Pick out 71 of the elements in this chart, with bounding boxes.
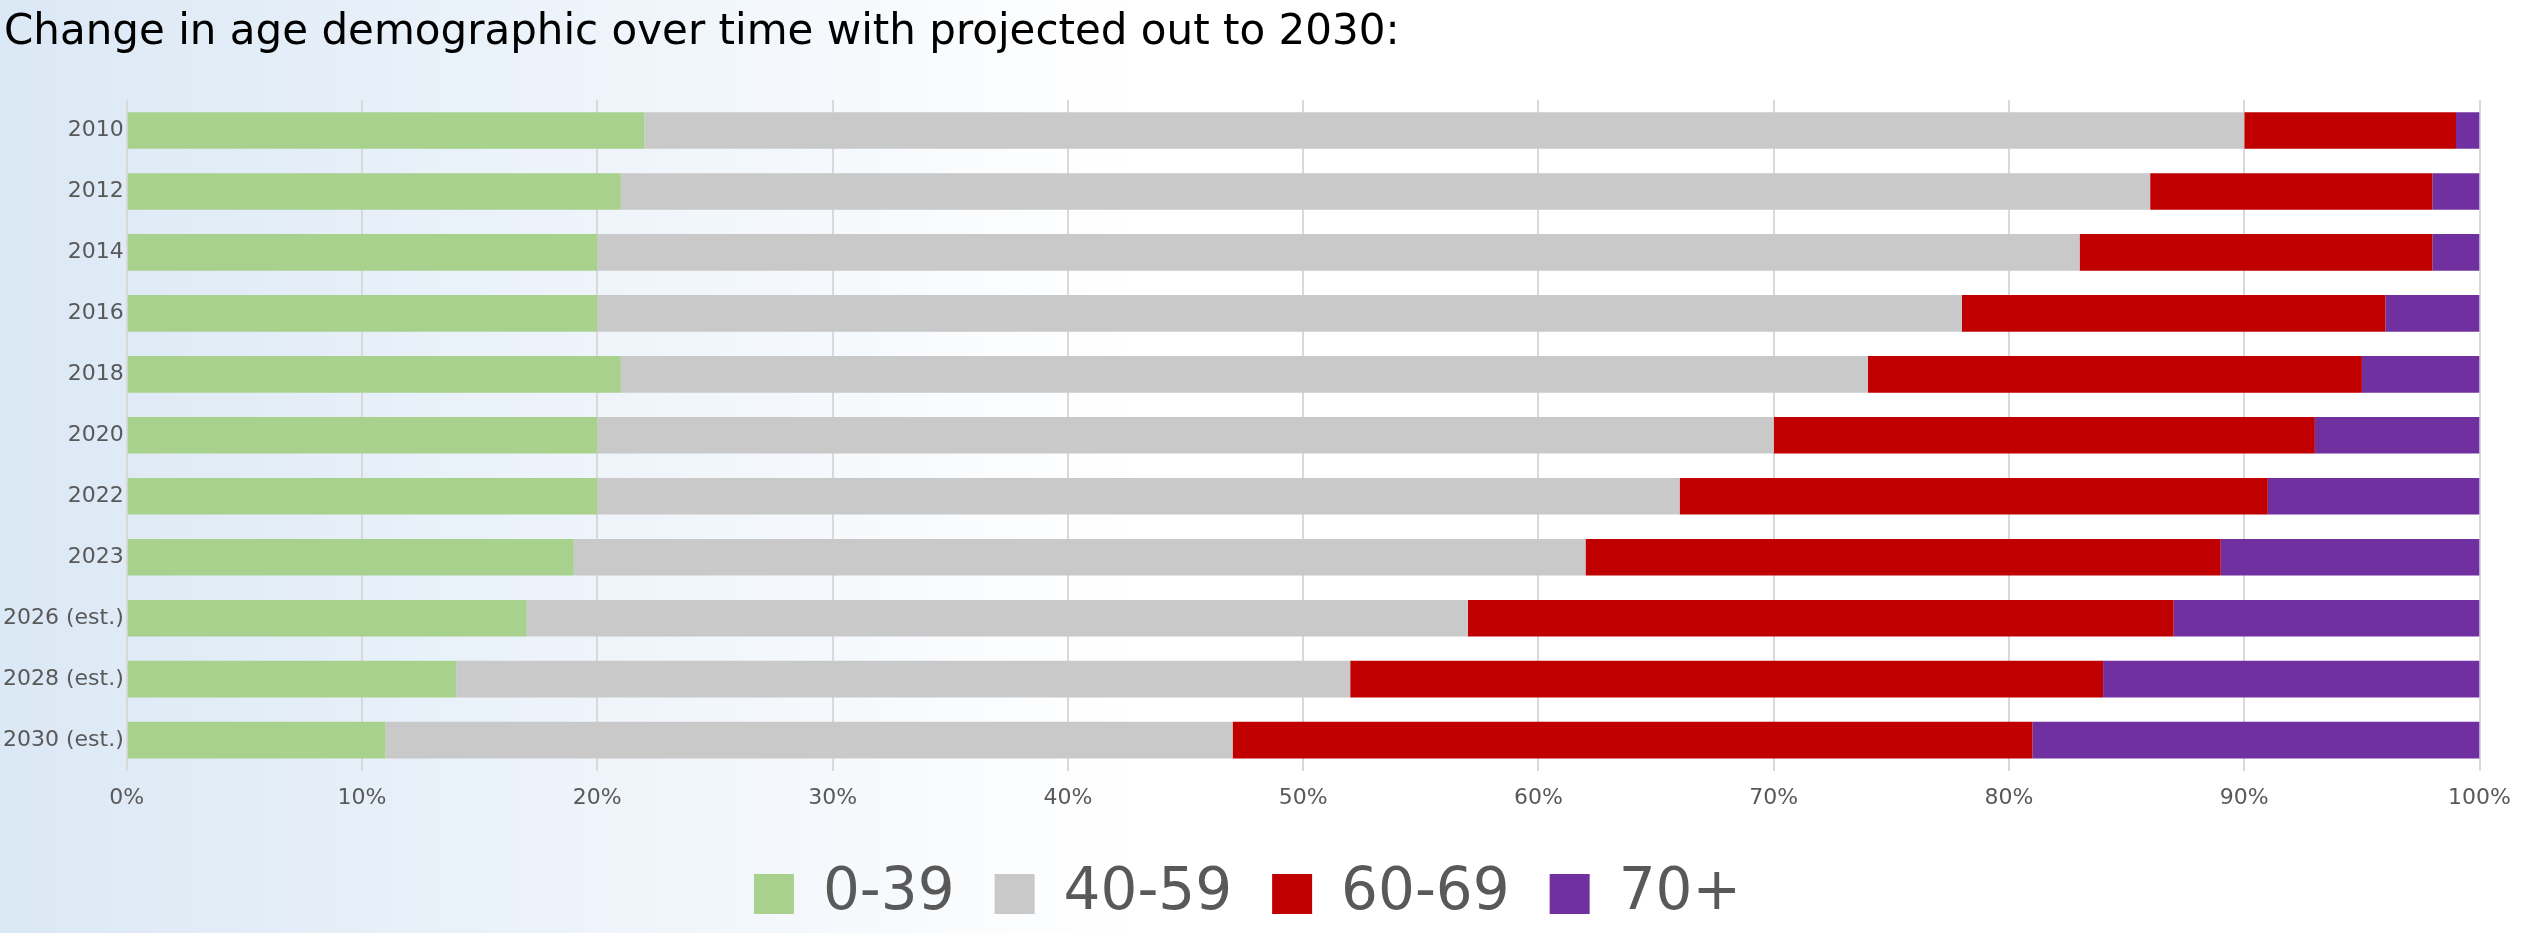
bar [127, 234, 598, 271]
y-tick-label: 2010 [67, 116, 124, 142]
bar [1585, 538, 2221, 576]
bar [597, 295, 1962, 332]
x-tick-label: 100% [2448, 783, 2512, 809]
y-tick-label: 2018 [67, 360, 124, 386]
bar [127, 721, 386, 759]
bar [1867, 356, 2362, 393]
bar [1467, 599, 2174, 637]
x-tick-label: 60% [1513, 783, 1563, 809]
bar [127, 477, 598, 515]
bar [127, 538, 574, 576]
bar [597, 417, 1774, 454]
y-tick-label: 2014 [67, 238, 124, 264]
x-tick-label: 40% [1043, 783, 1093, 809]
bar [1679, 477, 2268, 515]
bar [526, 599, 1468, 637]
y-tick-label: 2030 (est.) [3, 725, 124, 751]
bar [1961, 295, 2386, 332]
bar [1350, 660, 2104, 698]
bar [127, 417, 598, 454]
bar [127, 660, 457, 698]
legend-label: 70+ [1618, 855, 1742, 924]
x-tick-label: 0% [109, 783, 145, 809]
bar [644, 112, 2245, 149]
chart-title: Change in age demographic over time with projected out to 2030: [4, 4, 1401, 56]
bar [1773, 417, 2315, 454]
bar [2432, 234, 2480, 271]
bar [2103, 660, 2480, 698]
legend-label: 40-59 [1063, 855, 1233, 924]
bar [597, 477, 1680, 515]
bar [620, 356, 1868, 393]
bar [127, 173, 621, 210]
bar [456, 660, 1351, 698]
bar [597, 234, 2080, 271]
bar [620, 173, 2151, 210]
bar [127, 112, 645, 149]
x-tick-label: 10% [337, 783, 387, 809]
bar [2361, 356, 2480, 393]
bar [2456, 112, 2480, 149]
bar [2314, 417, 2480, 454]
x-tick-label: 20% [572, 783, 622, 809]
legend-label: 60-69 [1341, 855, 1510, 924]
bar [127, 356, 621, 393]
bar [127, 599, 527, 637]
bar [2385, 295, 2480, 332]
y-tick-label: 2023 [67, 542, 124, 568]
x-tick-label: 30% [808, 783, 858, 809]
bar [2150, 173, 2433, 210]
bar [127, 295, 598, 332]
x-tick-label: 80% [1984, 783, 2034, 809]
bar [573, 538, 1586, 576]
bar [2432, 173, 2480, 210]
y-tick-label: 2026 (est.) [3, 603, 124, 629]
legend-label: 0-39 [822, 855, 955, 924]
x-tick-label: 50% [1278, 783, 1328, 809]
bar [2244, 112, 2457, 149]
bar [2220, 538, 2480, 576]
bar [2173, 599, 2480, 637]
x-tick-label: 70% [1749, 783, 1799, 809]
bar [2079, 234, 2433, 271]
bar [2032, 721, 2480, 759]
y-tick-label: 2016 [67, 299, 124, 325]
bar [1232, 721, 2033, 759]
y-tick-label: 2028 (est.) [3, 664, 124, 690]
x-tick-label: 90% [2219, 783, 2269, 809]
bar [2267, 477, 2480, 515]
bar [385, 721, 1233, 759]
y-tick-label: 2012 [67, 177, 124, 203]
y-tick-label: 2020 [67, 421, 124, 447]
y-tick-label: 2022 [67, 481, 124, 507]
